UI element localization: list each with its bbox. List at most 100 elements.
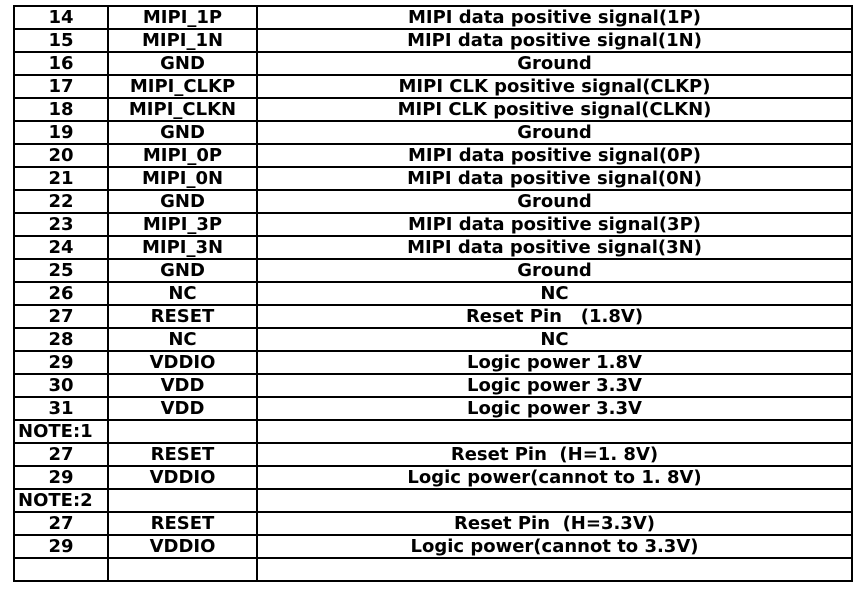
pin-row: 25 GND Ground — [13, 258, 853, 283]
signal-name-cell: GND — [107, 51, 258, 76]
pin-row: 23 MIPI_3P MIPI data positive signal(3P) — [13, 212, 853, 237]
description-cell: Ground — [256, 258, 853, 283]
pin-number-cell: 29 — [13, 465, 109, 490]
note-label-cell: NOTE:2 — [13, 488, 109, 513]
pin-row: 21 MIPI_0N MIPI data positive signal(0N) — [13, 166, 853, 191]
pin-table-body: 14 MIPI_1P MIPI data positive signal(1P) 15… — [13, 5, 853, 582]
description-cell: MIPI data positive signal(1N) — [256, 28, 853, 53]
signal-name-cell: MIPI_CLKP — [107, 74, 258, 99]
description-cell: MIPI data positive signal(3P) — [256, 212, 853, 237]
note-row: NOTE:1 — [13, 419, 853, 444]
description-cell — [256, 488, 853, 513]
pin-number-cell: 30 — [13, 373, 109, 398]
signal-name-cell: MIPI_0P — [107, 143, 258, 168]
signal-name-cell: MIPI_0N — [107, 166, 258, 191]
description-cell: NC — [256, 327, 853, 352]
description-cell: Logic power 3.3V — [256, 373, 853, 398]
description-cell: Logic power(cannot to 1. 8V) — [256, 465, 853, 490]
pin-row: 30 VDD Logic power 3.3V — [13, 373, 853, 398]
pin-row: 27 RESET Reset Pin (1.8V) — [13, 304, 853, 329]
signal-name-cell: RESET — [107, 511, 258, 536]
pin-number-cell: 21 — [13, 166, 109, 191]
pin-description-table: 14 MIPI_1P MIPI data positive signal(1P) 15… — [13, 5, 853, 582]
pin-number-cell: 28 — [13, 327, 109, 352]
signal-name-cell — [107, 557, 258, 582]
description-cell: Ground — [256, 189, 853, 214]
pin-number-cell: 26 — [13, 281, 109, 306]
pin-number-cell: 29 — [13, 350, 109, 375]
signal-name-cell: GND — [107, 258, 258, 283]
description-cell: Logic power 1.8V — [256, 350, 853, 375]
pin-number-cell: 19 — [13, 120, 109, 145]
pin-row: 16 GND Ground — [13, 51, 853, 76]
signal-name-cell: VDDIO — [107, 350, 258, 375]
pin-number-cell: 20 — [13, 143, 109, 168]
pin-row: 27 RESET Reset Pin (H=1. 8V) — [13, 442, 853, 467]
description-cell: MIPI CLK positive signal(CLKP) — [256, 74, 853, 99]
pin-number-cell: 27 — [13, 442, 109, 467]
pin-row: 14 MIPI_1P MIPI data positive signal(1P) — [13, 5, 853, 30]
description-cell: Logic power 3.3V — [256, 396, 853, 421]
pin-number-cell: 27 — [13, 304, 109, 329]
pin-row: 18 MIPI_CLKN MIPI CLK positive signal(CLKN… — [13, 97, 853, 122]
pin-row: 20 MIPI_0P MIPI data positive signal(0P) — [13, 143, 853, 168]
signal-name-cell: VDD — [107, 396, 258, 421]
signal-name-cell: VDDIO — [107, 465, 258, 490]
pin-row: 31 VDD Logic power 3.3V — [13, 396, 853, 421]
pin-number-cell: 14 — [13, 5, 109, 30]
pin-number-cell: 27 — [13, 511, 109, 536]
description-cell — [256, 419, 853, 444]
description-cell: MIPI data positive signal(3N) — [256, 235, 853, 260]
pin-number-cell: 29 — [13, 534, 109, 559]
signal-name-cell: GND — [107, 189, 258, 214]
pin-row: 26 NC NC — [13, 281, 853, 306]
pin-row: 19 GND Ground — [13, 120, 853, 145]
description-cell: Ground — [256, 120, 853, 145]
description-cell: Reset Pin (H=1. 8V) — [256, 442, 853, 467]
signal-name-cell: NC — [107, 327, 258, 352]
pin-number-cell: 23 — [13, 212, 109, 237]
pin-row: 17 MIPI_CLKP MIPI CLK positive signal(CLKP… — [13, 74, 853, 99]
signal-name-cell: VDDIO — [107, 534, 258, 559]
signal-name-cell: NC — [107, 281, 258, 306]
signal-name-cell: RESET — [107, 442, 258, 467]
pin-number-cell: 31 — [13, 396, 109, 421]
pin-row: 27 RESET Reset Pin (H=3.3V) — [13, 511, 853, 536]
note-label-cell: NOTE:1 — [13, 419, 109, 444]
description-cell: MIPI CLK positive signal(CLKN) — [256, 97, 853, 122]
pin-number-cell: 18 — [13, 97, 109, 122]
pin-number-cell — [13, 557, 109, 582]
note-row: NOTE:2 — [13, 488, 853, 513]
description-cell: MIPI data positive signal(0P) — [256, 143, 853, 168]
pin-number-cell: 24 — [13, 235, 109, 260]
signal-name-cell: MIPI_1P — [107, 5, 258, 30]
pin-number-cell: 17 — [13, 74, 109, 99]
pin-row: 24 MIPI_3N MIPI data positive signal(3N) — [13, 235, 853, 260]
description-cell: MIPI data positive signal(1P) — [256, 5, 853, 30]
pin-number-cell: 15 — [13, 28, 109, 53]
description-cell: NC — [256, 281, 853, 306]
signal-name-cell — [107, 419, 258, 444]
empty-row — [13, 557, 853, 582]
signal-name-cell: MIPI_3N — [107, 235, 258, 260]
description-cell: Reset Pin (1.8V) — [256, 304, 853, 329]
signal-name-cell — [107, 488, 258, 513]
description-cell: Logic power(cannot to 3.3V) — [256, 534, 853, 559]
pin-row: 15 MIPI_1N MIPI data positive signal(1N) — [13, 28, 853, 53]
signal-name-cell: MIPI_CLKN — [107, 97, 258, 122]
pin-number-cell: 25 — [13, 258, 109, 283]
signal-name-cell: MIPI_3P — [107, 212, 258, 237]
pin-row: 28 NC NC — [13, 327, 853, 352]
pin-row: 22 GND Ground — [13, 189, 853, 214]
description-cell: Reset Pin (H=3.3V) — [256, 511, 853, 536]
signal-name-cell: RESET — [107, 304, 258, 329]
pin-row: 29 VDDIO Logic power 1.8V — [13, 350, 853, 375]
pin-row: 29 VDDIO Logic power(cannot to 1. 8V) — [13, 465, 853, 490]
signal-name-cell: VDD — [107, 373, 258, 398]
signal-name-cell: GND — [107, 120, 258, 145]
signal-name-cell: MIPI_1N — [107, 28, 258, 53]
pin-number-cell: 22 — [13, 189, 109, 214]
description-cell: Ground — [256, 51, 853, 76]
pin-number-cell: 16 — [13, 51, 109, 76]
